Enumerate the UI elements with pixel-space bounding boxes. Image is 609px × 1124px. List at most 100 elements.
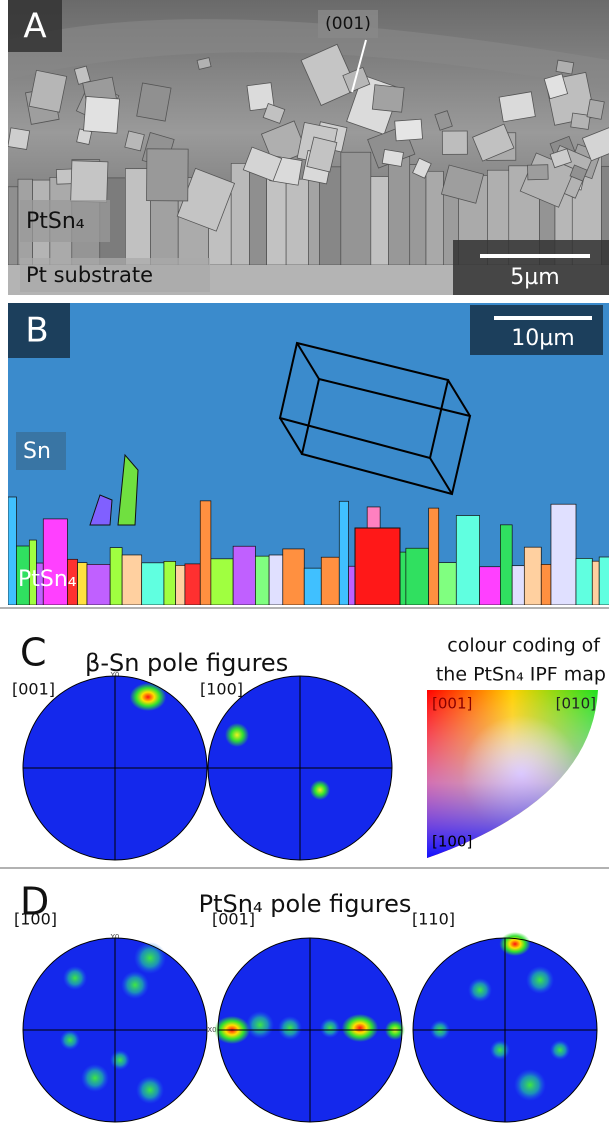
grain xyxy=(541,564,551,605)
grain xyxy=(211,559,233,605)
grain xyxy=(599,557,609,605)
pole-density xyxy=(526,966,554,994)
key-label: [001] xyxy=(432,695,472,713)
key-label: [100] xyxy=(432,833,472,851)
cube xyxy=(395,119,423,141)
scale-label: 10µm xyxy=(511,326,574,351)
grain xyxy=(592,561,599,605)
pole-density xyxy=(550,1040,570,1060)
grain xyxy=(164,561,176,605)
cube xyxy=(147,149,189,201)
column xyxy=(231,163,249,265)
grain xyxy=(255,556,269,605)
key-title: colour coding of xyxy=(447,635,601,657)
panel-label: A xyxy=(23,7,46,47)
substrate-label: Pt substrate xyxy=(26,263,153,287)
grain xyxy=(551,504,576,605)
grain xyxy=(524,547,541,605)
pole-density xyxy=(490,1040,510,1060)
cube xyxy=(125,131,145,151)
column xyxy=(388,157,409,265)
cube xyxy=(137,83,171,121)
pole-density xyxy=(134,942,166,974)
pole-density xyxy=(468,978,492,1002)
grain xyxy=(321,557,339,605)
grain xyxy=(456,516,479,605)
grain xyxy=(429,508,439,605)
panel-d: D PtSn₄ pole figures [100] Y0 X0 [001] [… xyxy=(14,880,597,1123)
pole-label: [001] xyxy=(12,680,55,699)
panel-a: A (001) PtSn₄ Pt substrate 5µm xyxy=(8,0,609,295)
phase-label: Sn xyxy=(23,439,51,464)
panel-c: C β-Sn pole figures colour coding of the… xyxy=(12,631,606,861)
pole-density xyxy=(63,966,87,990)
grain xyxy=(122,555,142,605)
grain xyxy=(8,497,16,605)
cube xyxy=(587,99,604,119)
pole-density xyxy=(342,1014,378,1042)
column xyxy=(410,165,426,265)
pole-density xyxy=(499,932,530,956)
pole-density xyxy=(246,1011,274,1039)
grain xyxy=(43,519,67,605)
grain xyxy=(304,568,321,605)
cube xyxy=(29,70,67,112)
grain xyxy=(480,567,501,605)
grain xyxy=(78,563,87,605)
grain xyxy=(142,563,164,605)
cube xyxy=(556,60,574,74)
grain xyxy=(176,565,185,605)
cube xyxy=(8,128,30,150)
layer-label: PtSn₄ xyxy=(26,209,85,234)
column xyxy=(426,171,443,265)
grain xyxy=(576,558,592,605)
cube xyxy=(372,85,404,112)
pole-density xyxy=(110,1050,130,1070)
scale-label: 5µm xyxy=(510,265,559,290)
grain xyxy=(283,549,304,605)
grain xyxy=(269,555,283,605)
grain xyxy=(512,566,524,605)
cube xyxy=(84,96,120,133)
grain xyxy=(200,501,211,605)
grain xyxy=(87,564,110,605)
pole-density xyxy=(514,1069,546,1101)
pole-density xyxy=(225,723,249,747)
grain xyxy=(110,548,122,605)
panel-label: C xyxy=(20,631,47,675)
pole-density xyxy=(130,683,166,711)
cube xyxy=(442,131,467,154)
grain xyxy=(185,564,200,605)
panel-label: B xyxy=(25,311,48,351)
column xyxy=(8,187,18,265)
grain xyxy=(500,525,512,605)
pole-density xyxy=(310,780,330,800)
grain xyxy=(406,548,429,605)
cube xyxy=(71,161,108,203)
phase-label: PtSn₄ xyxy=(18,567,77,592)
pole-figures xyxy=(23,932,597,1122)
pole-density xyxy=(60,1030,80,1050)
cube xyxy=(382,149,403,166)
pole-label: [001] xyxy=(212,910,255,929)
pole-label: [110] xyxy=(412,910,455,929)
column xyxy=(341,152,371,265)
grain xyxy=(355,528,400,605)
pole-density xyxy=(278,1016,302,1040)
key-label: [010] xyxy=(556,695,596,713)
pole-label: [100] xyxy=(14,910,57,929)
grain xyxy=(439,563,457,605)
grain xyxy=(233,546,255,605)
pole-label: [100] xyxy=(200,680,243,699)
cube xyxy=(528,165,549,180)
pole-figures xyxy=(23,676,392,860)
pole-density xyxy=(121,971,149,999)
pole-density xyxy=(81,1064,109,1092)
cube xyxy=(499,92,535,122)
figure: A (001) PtSn₄ Pt substrate 5µm B 10µm Sn… xyxy=(0,0,609,1124)
column xyxy=(286,179,308,265)
annotation: (001) xyxy=(325,14,371,34)
pole-density xyxy=(136,1076,164,1104)
key-title: the PtSn₄ IPF map xyxy=(436,664,606,686)
grain xyxy=(339,501,348,605)
